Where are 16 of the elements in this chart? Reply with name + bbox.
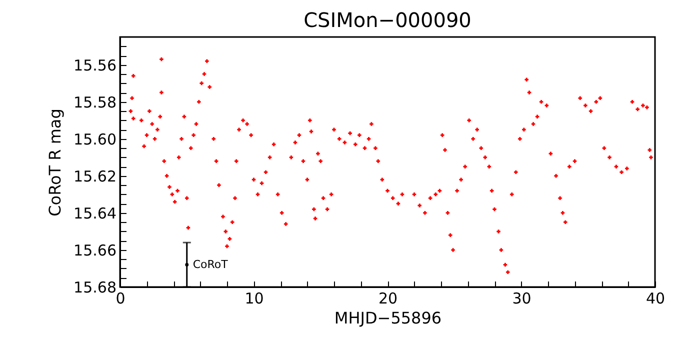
x-axis-title: MHJD−55896 xyxy=(334,308,442,328)
x-tick-label: 20 xyxy=(378,290,398,308)
x-tick-label: 40 xyxy=(646,290,666,308)
x-tick-label: 0 xyxy=(116,290,126,308)
x-tick-label: 30 xyxy=(512,290,532,308)
x-tick-label: 10 xyxy=(244,290,264,308)
annotation: CoRoT xyxy=(192,258,228,271)
y-tick-label: 15.62 xyxy=(74,167,116,186)
y-axis-title: CoRoT R mag xyxy=(46,108,65,216)
y-tick-label: 15.64 xyxy=(74,204,116,222)
y-tick-label: 15.56 xyxy=(74,56,116,74)
chart-title: CSIMon−000090 xyxy=(304,8,472,32)
y-tick-label: 15.66 xyxy=(74,241,116,260)
y-tick-label: 15.68 xyxy=(74,278,116,296)
y-tick-label: 15.60 xyxy=(74,130,116,148)
y-tick-label: 15.58 xyxy=(74,93,116,112)
